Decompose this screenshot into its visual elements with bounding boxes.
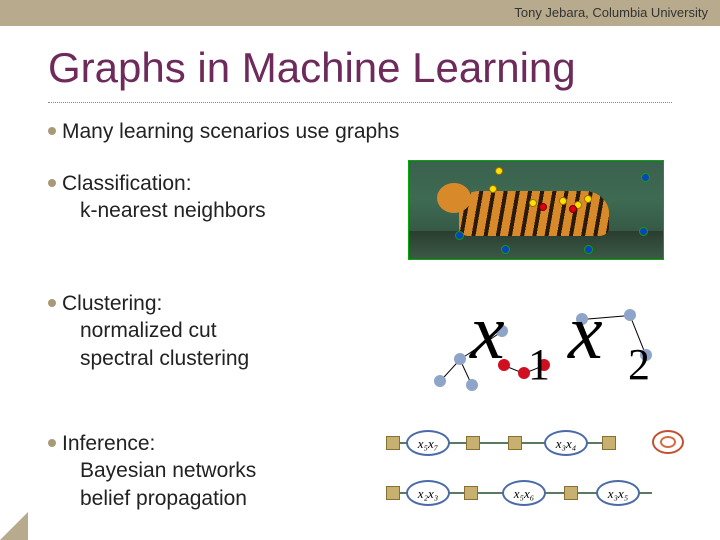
graph-point <box>584 195 592 203</box>
cluster-symbol-x2: x <box>568 293 603 371</box>
bullet-clustering: Clustering: normalized cut spectral clus… <box>48 290 249 372</box>
cluster-point <box>466 379 478 391</box>
page-title: Graphs in Machine Learning <box>48 44 576 92</box>
factor-graph-factor <box>508 436 522 450</box>
cluster-point <box>454 353 466 365</box>
cluster-point <box>434 375 446 387</box>
graph-point <box>639 227 648 236</box>
bullet-sub: k-nearest neighbors <box>80 197 266 224</box>
bullet-sub: Bayesian networks <box>80 457 256 484</box>
inference-figure: x₅x₇ x₃x₄ x₂x₃ x₅x₆ x₃x₅ <box>380 430 700 520</box>
factor-graph-node: x₃x₄ <box>544 430 588 456</box>
factor-graph-factor <box>602 436 616 450</box>
graph-point <box>529 199 537 207</box>
knn-tiger-figure <box>408 160 664 260</box>
bullet-sub: normalized cut <box>80 317 249 344</box>
graph-point <box>641 173 650 182</box>
cluster-symbol-x1: x <box>470 293 505 371</box>
cluster-label-1: 1 <box>528 339 550 390</box>
header-attribution: Tony Jebara, Columbia University <box>514 5 708 20</box>
concentric-ring-inner <box>660 436 676 448</box>
graph-point <box>495 167 503 175</box>
factor-graph-factor <box>386 436 400 450</box>
factor-graph-factor <box>464 486 478 500</box>
title-underline <box>48 102 672 103</box>
bullet-head: Classification: <box>62 170 266 197</box>
bullet-sub: belief propagation <box>80 485 256 512</box>
graph-point <box>584 245 593 254</box>
tiger-head <box>437 183 471 213</box>
factor-graph-factor <box>466 436 480 450</box>
factor-graph-factor <box>564 486 578 500</box>
graph-point <box>489 185 497 193</box>
factor-graph-node: x₅x₇ <box>406 430 450 456</box>
bullet-inference: Inference: Bayesian networks belief prop… <box>48 430 256 512</box>
bullet-text: Many learning scenarios use graphs <box>62 118 399 145</box>
bullet-head: Clustering: <box>62 290 249 317</box>
bullet-dot-icon <box>48 179 56 187</box>
footer-corner-decoration <box>0 512 28 540</box>
header-bar: Tony Jebara, Columbia University <box>0 0 720 26</box>
factor-graph-node: x₅x₆ <box>502 480 546 506</box>
bullet-head: Inference: <box>62 430 256 457</box>
bullet-classification: Classification: k-nearest neighbors <box>48 170 266 225</box>
cluster-label-2: 2 <box>628 339 650 390</box>
graph-point <box>559 197 567 205</box>
bullet-dot-icon <box>48 127 56 135</box>
bullet-scenarios: Many learning scenarios use graphs <box>48 118 399 145</box>
cluster-point <box>624 309 636 321</box>
factor-graph-node: x₃x₅ <box>596 480 640 506</box>
factor-graph-factor <box>386 486 400 500</box>
factor-graph-node: x₂x₃ <box>406 480 450 506</box>
graph-point <box>539 203 547 211</box>
graph-point <box>455 231 464 240</box>
bullet-dot-icon <box>48 299 56 307</box>
graph-point <box>569 205 577 213</box>
graph-point <box>501 245 510 254</box>
clustering-figure: x 1 x 2 <box>428 285 660 393</box>
bullet-dot-icon <box>48 439 56 447</box>
bullet-sub: spectral clustering <box>80 345 249 372</box>
